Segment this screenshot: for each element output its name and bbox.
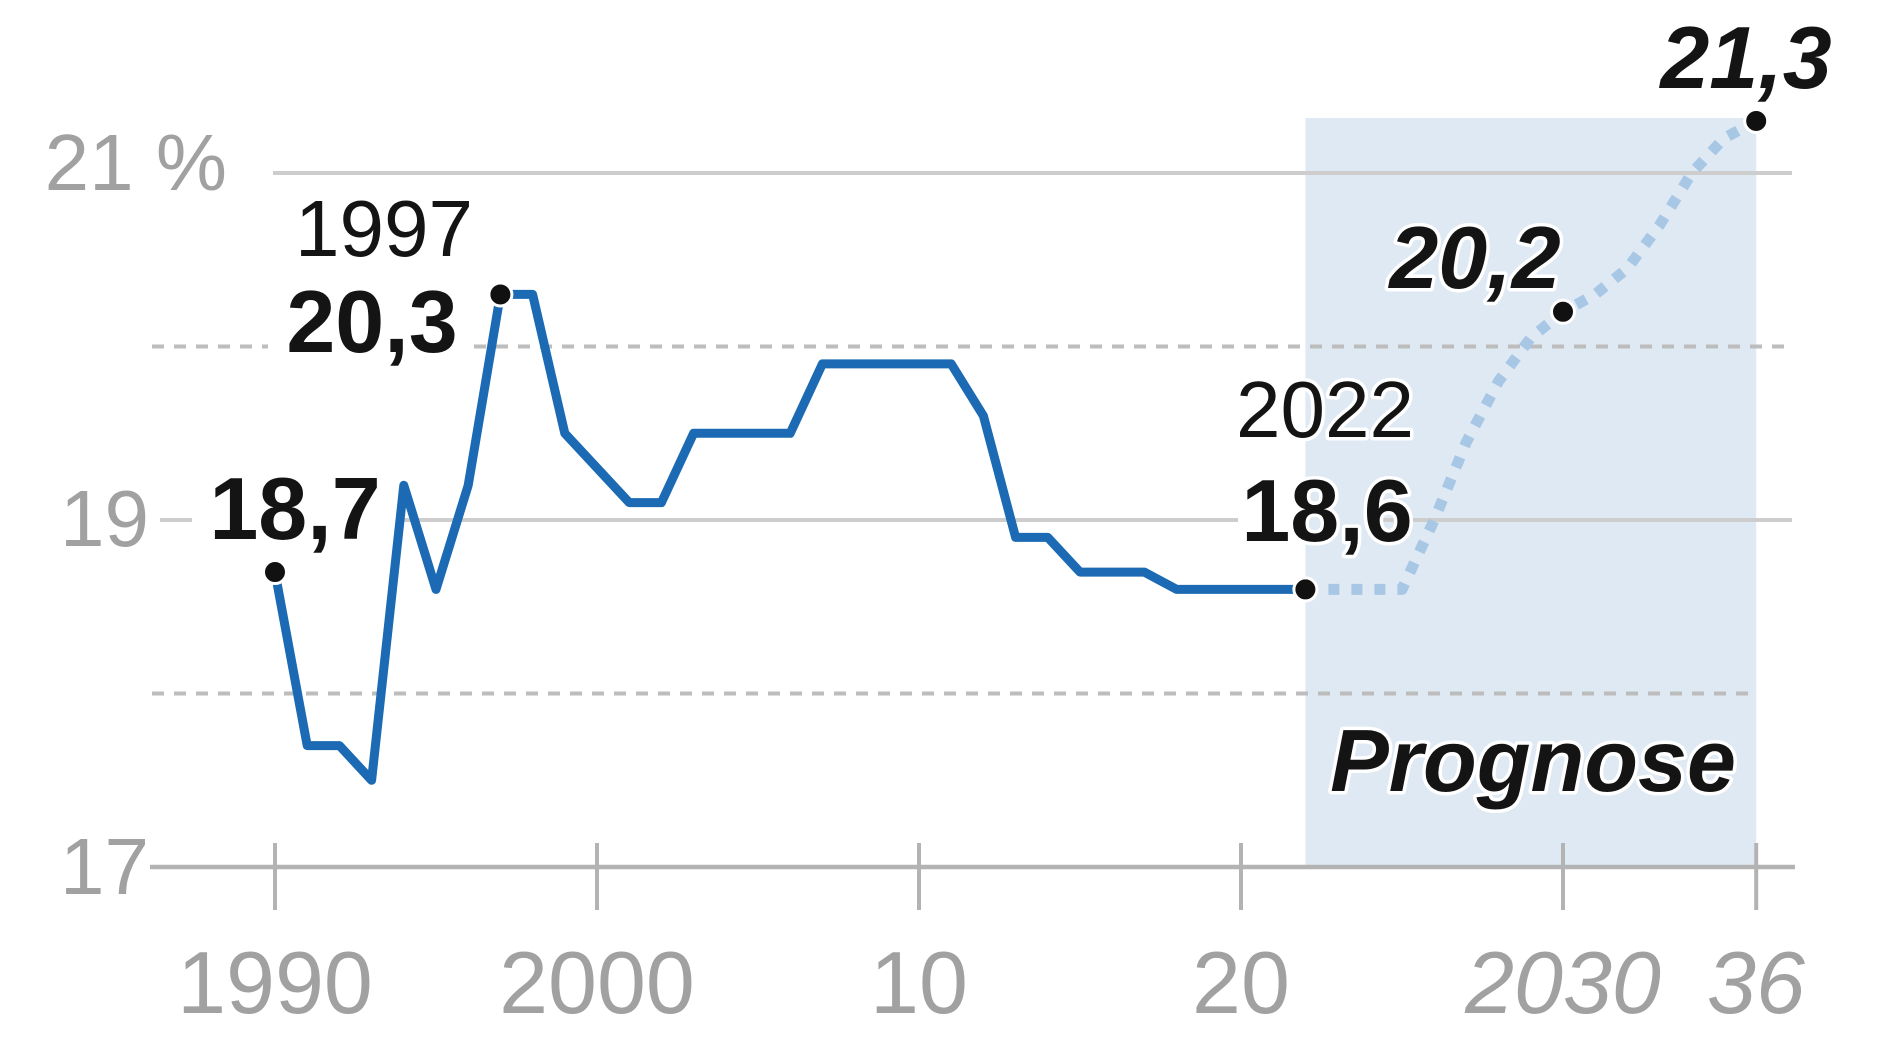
x-axis-label-2030: 2030 [1464, 933, 1661, 1032]
x-axis-label-2000: 2000 [499, 933, 695, 1032]
x-axis-label-1990: 1990 [177, 933, 373, 1032]
data-point-2030 [1550, 298, 1576, 325]
chart-series-layer [270, 116, 1759, 785]
forecast-band-region [1305, 118, 1757, 867]
data-point-1990 [262, 559, 288, 586]
chart-marker-layer [262, 107, 1770, 603]
data-point-1997 [487, 281, 514, 308]
chart-band-layer [1305, 118, 1757, 867]
annotation-2030-value: 20,2 [1387, 208, 1560, 307]
annotation-1997-year: 1997 [295, 184, 473, 273]
data-point-2022 [1292, 576, 1319, 603]
data-point-2036 [1743, 107, 1770, 134]
annotation-2036-value: 21,3 [1658, 8, 1831, 107]
historical-line [270, 289, 1310, 785]
x-axis-label-2036: 36 [1707, 933, 1805, 1032]
annotation-1990-value: 18,7 [209, 459, 380, 558]
annotation-2022-value: 18,6 [1241, 461, 1412, 560]
y-axis-label-21: 21 % [45, 118, 227, 207]
chart-grid-layer [150, 171, 1795, 910]
x-axis-label-2010: 10 [870, 933, 968, 1032]
y-axis-label-17: 17 [60, 822, 149, 911]
annotation-2022-year: 2022 [1236, 365, 1414, 454]
x-axis-label-2020: 20 [1192, 933, 1290, 1032]
forecast-band-label: Prognose [1330, 711, 1736, 810]
forecast-line [1305, 116, 1759, 595]
annotation-1997-value: 20,3 [286, 272, 457, 371]
y-axis-label-19: 19 [60, 474, 149, 563]
